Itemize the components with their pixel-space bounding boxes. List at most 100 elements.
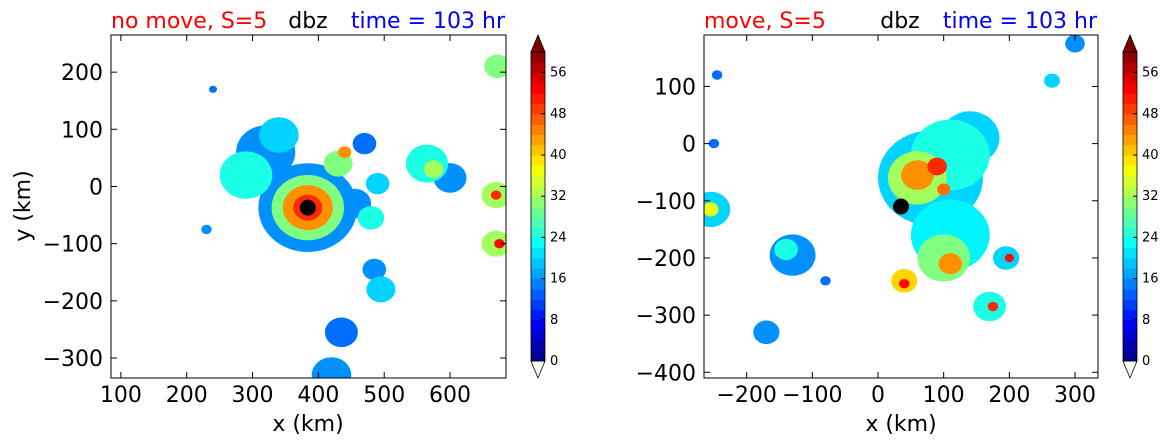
y-tick-label: −300 xyxy=(43,347,103,372)
x-tick-label: −200 xyxy=(716,383,776,408)
reflectivity-cell xyxy=(901,160,934,190)
y-tick-label: 0 xyxy=(89,175,103,200)
reflectivity-cell xyxy=(481,230,506,257)
colorbar-segment xyxy=(531,52,545,63)
reflectivity-cell xyxy=(753,320,780,345)
colorbar-extend-min xyxy=(1122,360,1138,380)
colorbar-segment xyxy=(531,175,545,187)
left-y-axis-label: y (km) xyxy=(11,170,36,241)
colorbar-segment xyxy=(1123,258,1137,269)
colorbar-segment xyxy=(531,124,545,135)
reflectivity-cell xyxy=(1065,35,1085,53)
y-tick-label: −400 xyxy=(636,361,696,386)
colorbar-tick-label: 24 xyxy=(1142,230,1159,245)
colorbar-tick-label: 24 xyxy=(550,230,567,245)
reflectivity-cell xyxy=(352,132,377,155)
colorbar-segment xyxy=(1123,82,1137,94)
colorbar-segment xyxy=(531,144,545,156)
colorbar-segment xyxy=(1123,103,1137,115)
reflectivity-cell xyxy=(1044,73,1060,88)
y-tick-label: −300 xyxy=(636,304,696,329)
reflectivity-cell xyxy=(1004,253,1015,263)
colorbar-tick-label: 0 xyxy=(1142,354,1150,369)
left-axis-ticks: 100 200 300 400 500 600 200 100 0 −100 −200 −300 xyxy=(43,35,506,408)
reflectivity-cell xyxy=(219,151,273,199)
left-panel-title-case: no move, S=5 xyxy=(111,9,267,34)
reflectivity-cell xyxy=(774,238,798,260)
colorbar-segment xyxy=(1123,340,1137,352)
colorbar-segment xyxy=(1123,216,1137,228)
colorbar-segment xyxy=(1123,227,1137,238)
colorbar-tick-label: 0 xyxy=(550,354,558,369)
x-tick-label: −100 xyxy=(782,383,842,408)
right-panel-title-variable: dbz xyxy=(880,9,919,34)
colorbar-segment xyxy=(1123,247,1137,259)
left-x-axis-label: x (km) xyxy=(272,412,343,437)
y-tick-label: 0 xyxy=(682,133,696,158)
colorbar-segment xyxy=(1123,155,1137,166)
x-tick-label: 200 xyxy=(166,383,208,408)
colorbar-segment xyxy=(531,113,545,125)
x-tick-label: 100 xyxy=(923,383,965,408)
reflectivity-cell xyxy=(324,317,358,348)
reflectivity-cell xyxy=(704,202,719,217)
colorbar-segment xyxy=(1123,134,1137,146)
colorbar-segment xyxy=(1123,72,1137,84)
reflectivity-cell xyxy=(820,276,831,286)
colorbar-segment xyxy=(1123,278,1137,290)
right-plot-frame xyxy=(703,34,1099,379)
colorbar-extend-max xyxy=(530,33,546,53)
colorbar-segment xyxy=(1123,299,1137,311)
colorbar-segment xyxy=(1123,206,1137,218)
right-dbz-field xyxy=(704,35,1085,345)
colorbar-tick-label: 32 xyxy=(1142,189,1159,204)
colorbar-segment xyxy=(1123,268,1137,280)
reflectivity-cell xyxy=(259,117,299,153)
colorbar-tick-label: 56 xyxy=(1142,66,1159,81)
reflectivity-cell xyxy=(927,157,947,176)
left-storm-center-marker xyxy=(299,199,316,216)
reflectivity-cell xyxy=(987,301,999,312)
colorbar-segment xyxy=(1123,196,1137,208)
colorbar-segment xyxy=(531,340,545,352)
colorbar-segment xyxy=(531,93,545,105)
x-tick-label: 200 xyxy=(988,383,1030,408)
colorbar-segment xyxy=(531,134,545,146)
colorbar-segment xyxy=(1123,319,1137,331)
colorbar-frame xyxy=(530,51,546,362)
colorbar-segment xyxy=(531,206,545,218)
reflectivity-cell xyxy=(201,224,212,235)
right-storm-center-marker xyxy=(893,198,909,215)
colorbar-segment xyxy=(531,258,545,269)
x-tick-label: 600 xyxy=(429,383,471,408)
reflectivity-cell xyxy=(708,138,720,149)
colorbar-segment xyxy=(1123,185,1137,197)
reflectivity-cell xyxy=(311,357,352,378)
colorbar-segment xyxy=(1123,93,1137,105)
reflectivity-cell xyxy=(711,70,723,80)
right-colorbar: 0 8 16 24 32 40 48 56 xyxy=(1122,33,1159,380)
colorbar-segment xyxy=(531,216,545,228)
y-tick-label: 100 xyxy=(61,118,103,143)
colorbar-tick-label: 48 xyxy=(1142,107,1159,122)
colorbar-extend-max xyxy=(1122,33,1138,53)
colorbar-segment xyxy=(1123,52,1137,63)
y-tick-label: −200 xyxy=(636,247,696,272)
left-panel-title-variable: dbz xyxy=(288,9,327,34)
colorbar-segment xyxy=(1123,350,1137,362)
reflectivity-cell xyxy=(494,239,505,249)
y-tick-label: −100 xyxy=(43,233,103,258)
y-tick-label: −100 xyxy=(636,190,696,215)
colorbar-segment xyxy=(1123,288,1137,300)
x-tick-label: 0 xyxy=(871,383,885,408)
right-panel-title-time: time = 103 hr xyxy=(943,9,1098,34)
colorbar-segment xyxy=(1123,113,1137,125)
x-tick-label: 500 xyxy=(363,383,405,408)
colorbar-segment xyxy=(531,278,545,290)
colorbar-segment xyxy=(1123,62,1137,74)
x-tick-label: 100 xyxy=(100,383,142,408)
colorbar-segment xyxy=(531,319,545,331)
colorbar-segment xyxy=(1123,309,1137,321)
colorbar-segment xyxy=(531,288,545,300)
